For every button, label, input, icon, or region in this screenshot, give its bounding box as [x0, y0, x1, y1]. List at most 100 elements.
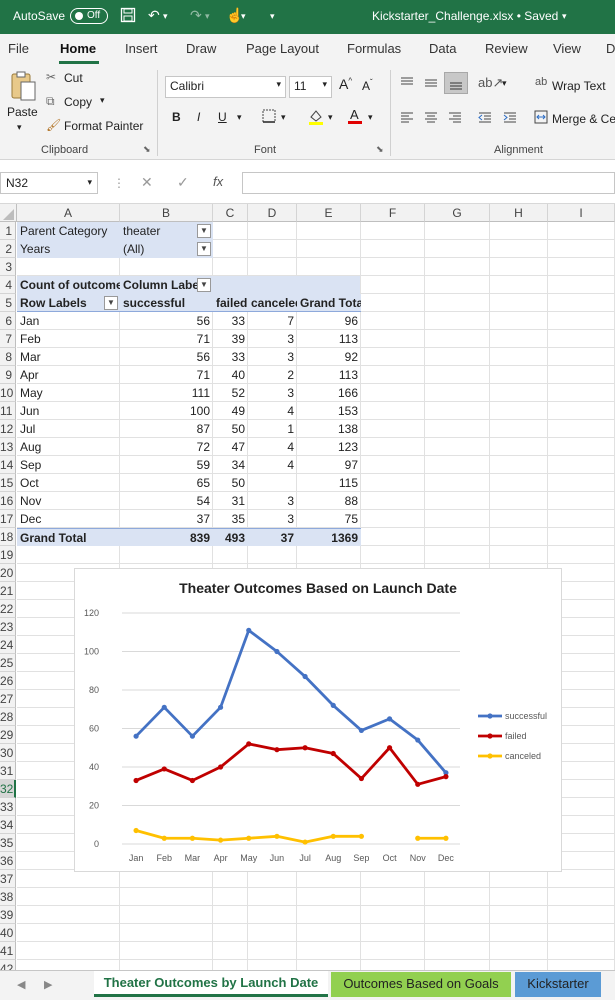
formula-input[interactable]	[242, 172, 615, 194]
row-header[interactable]: 36	[0, 852, 16, 870]
row-header[interactable]: 8	[0, 348, 16, 366]
column-header-i[interactable]: I	[548, 204, 615, 222]
tab-overflow[interactable]: D	[606, 41, 615, 56]
bold-icon[interactable]: B	[172, 110, 181, 124]
tab-review[interactable]: Review	[485, 41, 528, 56]
row-header[interactable]: 19	[0, 546, 16, 564]
font-name-select[interactable]: Calibri ▾	[165, 76, 286, 98]
row-header[interactable]: 30	[0, 744, 16, 762]
row-header[interactable]: 40	[0, 924, 16, 942]
touch-dropdown-icon[interactable]: ▾	[241, 11, 246, 21]
format-painter-button[interactable]: Format Painter	[64, 119, 144, 133]
underline-icon[interactable]: U	[218, 110, 227, 124]
align-center-icon[interactable]	[424, 112, 438, 127]
tab-draw[interactable]: Draw	[186, 41, 217, 56]
pivot-row-filter-icon[interactable]: ▼	[104, 296, 118, 310]
row-header[interactable]: 20	[0, 564, 16, 582]
row-header[interactable]: 9	[0, 366, 16, 384]
row-header[interactable]: 32	[0, 780, 16, 798]
tab-formulas[interactable]: Formulas	[347, 41, 402, 56]
row-header[interactable]: 38	[0, 888, 16, 906]
row-header[interactable]: 28	[0, 708, 16, 726]
sheet-tab-theater-outcomes[interactable]: Theater Outcomes by Launch Date	[94, 971, 328, 997]
save-icon[interactable]	[120, 7, 136, 26]
row-header[interactable]: 42	[0, 960, 16, 970]
row-header[interactable]: 1	[0, 222, 16, 240]
cut-icon[interactable]: ✂	[46, 70, 57, 84]
paste-button[interactable]: Paste	[7, 105, 38, 119]
tab-view[interactable]: View	[553, 41, 581, 56]
line-chart[interactable]: Theater Outcomes Based on Launch Date 0 2…	[74, 568, 562, 872]
row-header[interactable]: 5	[0, 294, 16, 312]
row-header[interactable]: 2	[0, 240, 16, 258]
orientation-dropdown-icon[interactable]: ▾	[502, 78, 507, 88]
tab-home[interactable]: Home	[60, 41, 97, 56]
row-header[interactable]: 21	[0, 582, 16, 600]
row-header[interactable]: 37	[0, 870, 16, 888]
row-header[interactable]: 11	[0, 402, 16, 420]
row-header[interactable]: 23	[0, 618, 16, 636]
tab-data[interactable]: Data	[429, 41, 457, 56]
copy-dropdown-icon[interactable]: ▾	[100, 95, 105, 105]
column-header-g[interactable]: G	[425, 204, 490, 222]
row-header[interactable]: 29	[0, 726, 16, 744]
font-size-select[interactable]: 11 ▾	[289, 76, 332, 98]
merge-center-icon[interactable]	[534, 110, 548, 127]
tab-insert[interactable]: Insert	[125, 41, 158, 56]
row-header[interactable]: 10	[0, 384, 16, 402]
font-color-icon[interactable]: A	[347, 107, 363, 128]
autosave-toggle[interactable]: Off	[70, 8, 108, 24]
row-header[interactable]: 6	[0, 312, 16, 330]
align-top-icon[interactable]	[400, 77, 414, 92]
fill-color-icon[interactable]	[308, 108, 324, 129]
cut-button[interactable]: Cut	[64, 71, 83, 85]
column-header-d[interactable]: D	[248, 204, 297, 222]
filename-chevron-icon[interactable]: ▾	[562, 11, 567, 21]
column-header-f[interactable]: F	[361, 204, 425, 222]
italic-icon[interactable]: I	[197, 110, 201, 124]
undo-icon[interactable]: ↶	[148, 7, 160, 23]
select-all-corner[interactable]	[0, 204, 17, 222]
row-header[interactable]: 15	[0, 474, 16, 492]
tab-page-layout[interactable]: Page Layout	[246, 41, 320, 56]
decrease-font-icon[interactable]: Aˇ	[362, 78, 373, 93]
column-header-e[interactable]: E	[297, 204, 361, 222]
row-header[interactable]: 4	[0, 276, 16, 294]
format-painter-icon[interactable]: 🖌	[46, 118, 62, 132]
row-header[interactable]: 39	[0, 906, 16, 924]
underline-dropdown-icon[interactable]: ▾	[237, 112, 242, 122]
borders-icon[interactable]	[262, 109, 276, 126]
row-header[interactable]: 13	[0, 438, 16, 456]
row-header[interactable]: 26	[0, 672, 16, 690]
name-box[interactable]: N32 ▾	[0, 172, 98, 194]
copy-button[interactable]: Copy	[64, 95, 93, 109]
row-header[interactable]: 34	[0, 816, 16, 834]
next-sheet-icon[interactable]: ▶	[44, 979, 53, 991]
pivot-filter1-filter-icon[interactable]: ▼	[197, 224, 211, 238]
column-header-h[interactable]: H	[490, 204, 548, 222]
borders-dropdown-icon[interactable]: ▾	[281, 112, 286, 122]
pivot-filter2-dropdown-icon[interactable]: ▼	[197, 242, 211, 256]
merge-center-button[interactable]: Merge & Ce	[552, 112, 615, 126]
increase-indent-icon[interactable]	[503, 112, 517, 127]
column-header-a[interactable]: A	[17, 204, 120, 222]
row-header[interactable]: 35	[0, 834, 16, 852]
align-left-icon[interactable]	[400, 112, 414, 127]
paste-icon[interactable]	[9, 70, 37, 105]
column-header-c[interactable]: C	[213, 204, 248, 222]
row-header[interactable]: 31	[0, 762, 16, 780]
row-header[interactable]: 14	[0, 456, 16, 474]
row-header[interactable]: 7	[0, 330, 16, 348]
row-header[interactable]: 3	[0, 258, 16, 276]
row-header[interactable]: 41	[0, 942, 16, 960]
row-header[interactable]: 12	[0, 420, 16, 438]
prev-sheet-icon[interactable]: ◀	[17, 979, 26, 991]
name-box-dropdown-icon[interactable]: ▾	[87, 177, 92, 187]
row-header[interactable]: 25	[0, 654, 16, 672]
increase-font-icon[interactable]: A^	[339, 76, 353, 92]
row-header[interactable]: 27	[0, 690, 16, 708]
wrap-text-icon[interactable]: ab	[535, 76, 548, 88]
font-launcher-icon[interactable]: ⬊	[376, 144, 384, 154]
font-color-dropdown-icon[interactable]: ▾	[368, 112, 373, 122]
